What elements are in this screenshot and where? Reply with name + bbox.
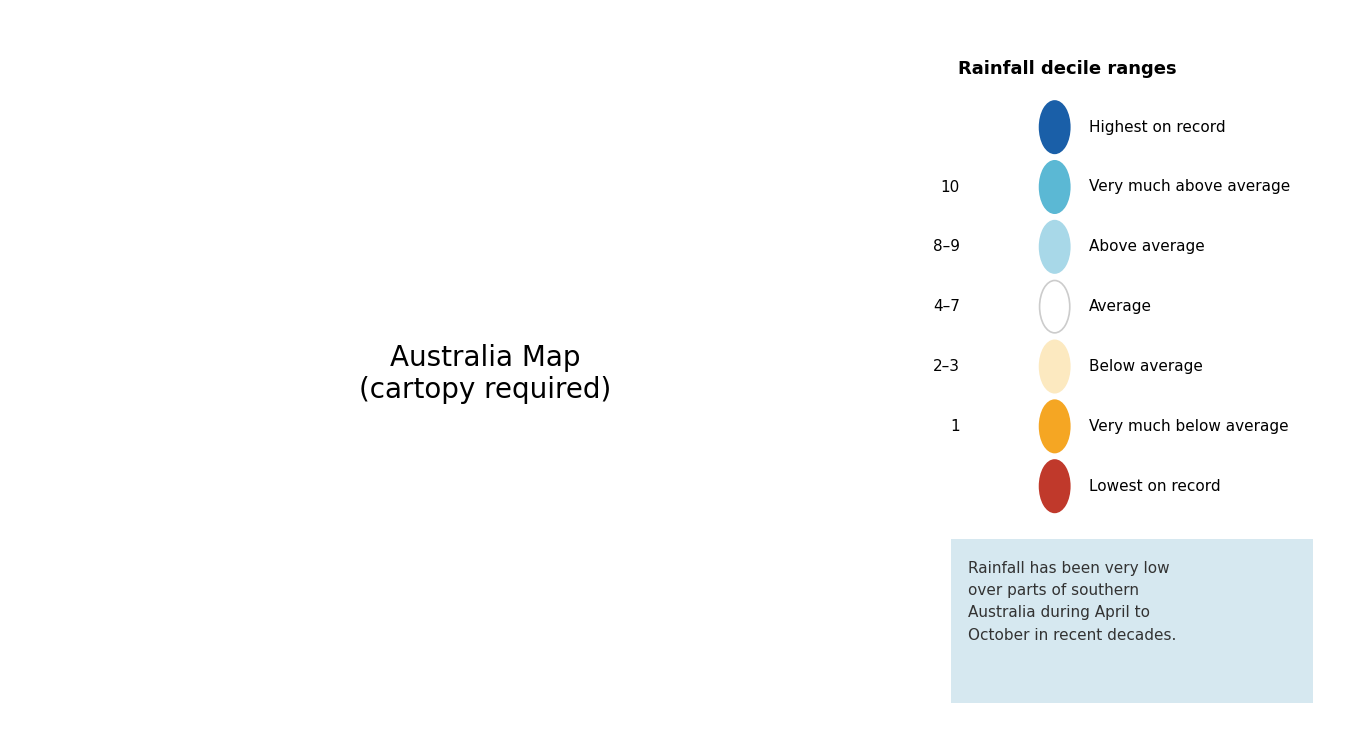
Text: 1: 1 bbox=[950, 419, 960, 434]
Text: Lowest on record: Lowest on record bbox=[1089, 479, 1221, 494]
Circle shape bbox=[1039, 161, 1070, 213]
Circle shape bbox=[1039, 280, 1070, 333]
Circle shape bbox=[1039, 101, 1070, 153]
Text: Above average: Above average bbox=[1089, 239, 1205, 254]
Text: Below average: Below average bbox=[1089, 359, 1202, 374]
Circle shape bbox=[1039, 221, 1070, 273]
Text: Very much below average: Very much below average bbox=[1089, 419, 1289, 434]
Text: Rainfall decile ranges: Rainfall decile ranges bbox=[958, 60, 1177, 78]
Text: 4–7: 4–7 bbox=[933, 299, 960, 314]
Circle shape bbox=[1039, 460, 1070, 512]
Text: Highest on record: Highest on record bbox=[1089, 120, 1225, 135]
Text: 2–3: 2–3 bbox=[933, 359, 960, 374]
Text: Average: Average bbox=[1089, 299, 1153, 314]
Text: 8–9: 8–9 bbox=[933, 239, 960, 254]
FancyBboxPatch shape bbox=[952, 539, 1313, 703]
Circle shape bbox=[1039, 340, 1070, 393]
Text: Australia Map
(cartopy required): Australia Map (cartopy required) bbox=[359, 344, 612, 404]
Circle shape bbox=[1039, 400, 1070, 453]
Text: Very much above average: Very much above average bbox=[1089, 180, 1290, 194]
Text: Rainfall has been very low
over parts of southern
Australia during April to
Octo: Rainfall has been very low over parts of… bbox=[968, 561, 1177, 643]
Text: 10: 10 bbox=[941, 180, 960, 194]
